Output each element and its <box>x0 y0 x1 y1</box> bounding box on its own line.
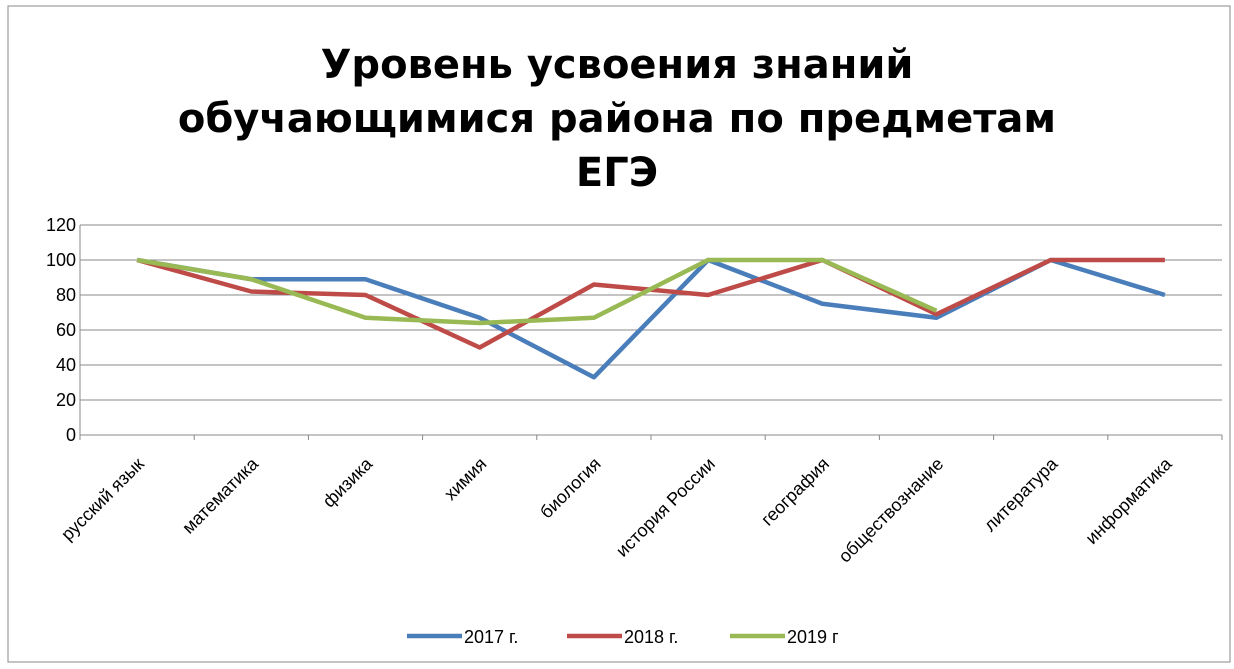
y-tick-label: 80 <box>56 285 76 305</box>
series-line <box>136 257 938 326</box>
chart-title: Уровень усвоения знаний обучающимися рай… <box>177 42 1057 196</box>
legend-label: 2017 г. <box>464 627 518 647</box>
chart-border <box>7 5 1231 663</box>
legend-label: 2019 г <box>787 627 839 647</box>
y-tick-label: 60 <box>56 320 76 340</box>
y-tick-label: 0 <box>66 425 76 445</box>
y-tick-label: 40 <box>56 355 76 375</box>
y-tick-label: 100 <box>46 250 76 270</box>
y-tick-label: 20 <box>56 390 76 410</box>
y-tick-label: 120 <box>46 215 76 235</box>
legend-label: 2018 г. <box>624 627 678 647</box>
